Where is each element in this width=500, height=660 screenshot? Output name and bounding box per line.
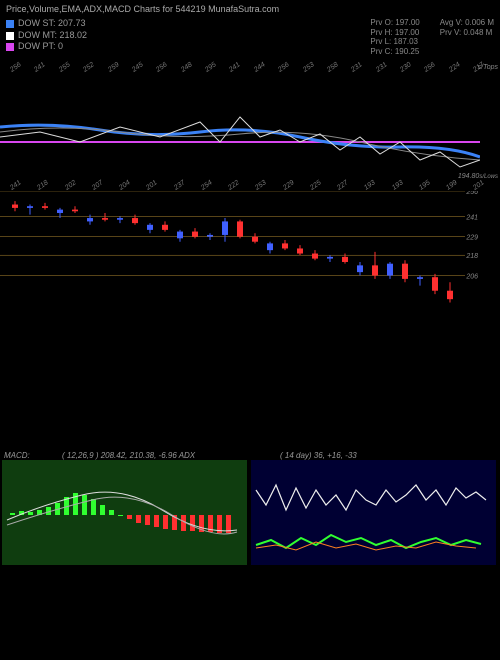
macd-label: MACD: xyxy=(4,451,30,460)
indicator-legend: DOW ST: 207.73DOW MT: 218.02DOW PT: 0 xyxy=(6,18,87,56)
avg-volume: Avg V: 0.006 M xyxy=(440,18,494,28)
svg-text:241: 241 xyxy=(465,215,478,222)
indicator-row: DOW ST: 207.73 xyxy=(6,18,87,30)
macd-panel xyxy=(2,460,249,565)
price-info: Prv O: 197.00 Prv H: 197.00 Prv L: 187.0… xyxy=(370,18,494,56)
prev-close: Prv C: 190.25 xyxy=(370,47,419,57)
indicator-swatch xyxy=(6,43,14,51)
svg-text:218: 218 xyxy=(465,254,478,261)
chart-title: Price,Volume,EMA,ADX,MACD Charts for 544… xyxy=(6,4,279,14)
adx-params: ( 14 day) 36, +16, -33 xyxy=(280,451,357,460)
indicator-swatch xyxy=(6,20,14,28)
svg-text:206: 206 xyxy=(465,274,478,281)
candlestick-chart: 256 241 229 218 206 xyxy=(0,191,500,311)
svg-text:229: 229 xyxy=(465,235,478,242)
prev-open: Prv O: 197.00 xyxy=(370,18,419,28)
ema-price-label: 194.80s/Lows xyxy=(458,173,498,180)
ema-x-axis: 2412182022072042012372542222532292252271… xyxy=(0,182,500,189)
prev-high: Prv H: 197.00 xyxy=(370,28,419,38)
tops-label: s/Tops xyxy=(478,64,498,71)
indicator-swatch xyxy=(6,32,14,40)
indicator-text: DOW ST: 207.73 xyxy=(18,18,86,30)
indicator-row: DOW PT: 0 xyxy=(6,41,87,53)
svg-text:256: 256 xyxy=(465,191,478,196)
macd-params: ( 12,26,9 ) 208.42, 210.38, -6.96 ADX xyxy=(62,451,195,460)
top-x-axis: 2562412552522592452562482952412442562532… xyxy=(0,64,500,71)
macd-title-row: MACD: ( 12,26,9 ) 208.42, 210.38, -6.96 … xyxy=(0,451,500,460)
ema-chart: 194.80s/Lows xyxy=(0,82,500,182)
indicator-row: DOW MT: 218.02 xyxy=(6,30,87,42)
prev-low: Prv L: 187.03 xyxy=(370,37,419,47)
indicator-text: DOW PT: 0 xyxy=(18,41,63,53)
adx-panel xyxy=(251,460,498,565)
prev-volume: Prv V: 0.048 M xyxy=(440,28,494,38)
indicator-text: DOW MT: 218.02 xyxy=(18,30,87,42)
